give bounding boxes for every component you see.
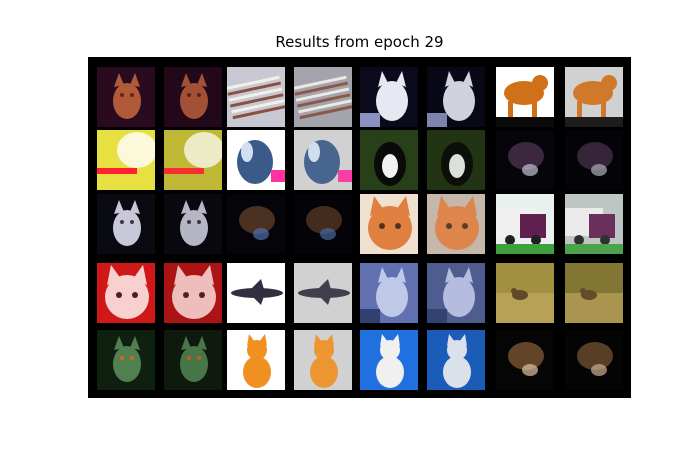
original-image [97,130,155,190]
original-image [97,263,155,323]
reconstructed-image [164,130,222,190]
original-image [227,263,285,323]
original-image [496,330,554,390]
image-grid [88,57,631,398]
original-image [496,67,554,127]
original-image [227,330,285,390]
original-image [360,130,418,190]
figure-title: Results from epoch 29 [275,33,444,51]
original-image [360,330,418,390]
reconstructed-image [294,194,352,254]
original-image [360,194,418,254]
original-image [227,67,285,127]
reconstructed-image [164,67,222,127]
reconstructed-image [427,194,485,254]
reconstructed-image [427,67,485,127]
original-image [227,130,285,190]
reconstructed-image [294,130,352,190]
reconstructed-image [565,263,623,323]
reconstructed-image [294,263,352,323]
reconstructed-image [427,263,485,323]
reconstructed-image [164,263,222,323]
original-image [360,67,418,127]
reconstructed-image [565,130,623,190]
original-image [496,194,554,254]
original-image [496,130,554,190]
original-image [496,263,554,323]
original-image [97,194,155,254]
reconstructed-image [294,330,352,390]
reconstructed-image [294,67,352,127]
original-image [227,194,285,254]
original-image [97,330,155,390]
reconstructed-image [427,130,485,190]
original-image [97,67,155,127]
reconstructed-image [565,194,623,254]
reconstructed-image [565,67,623,127]
reconstructed-image [427,330,485,390]
reconstructed-image [164,194,222,254]
reconstructed-image [164,330,222,390]
reconstructed-image [565,330,623,390]
original-image [360,263,418,323]
